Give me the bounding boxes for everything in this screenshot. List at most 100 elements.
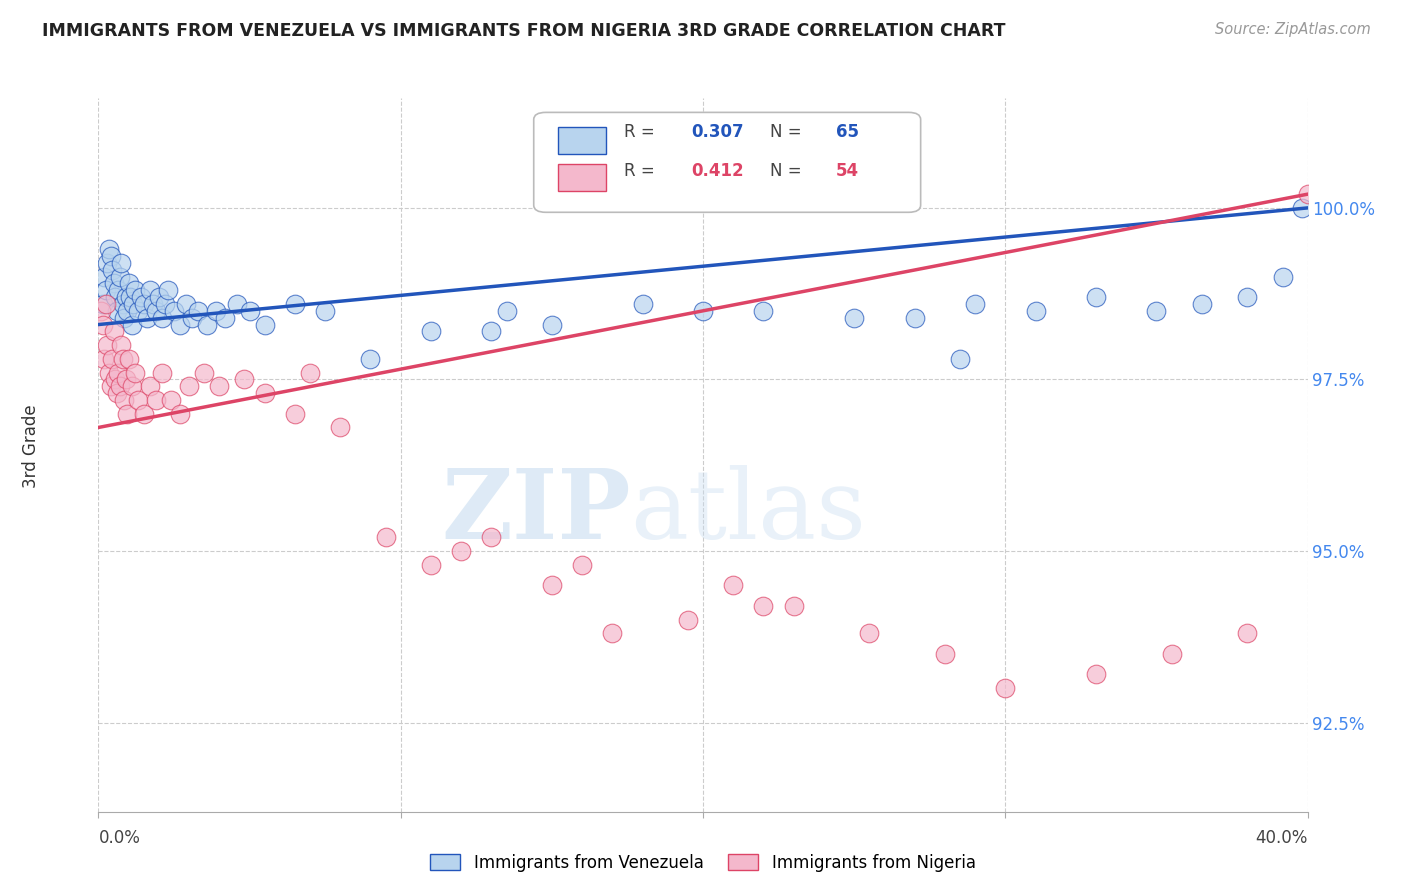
Point — [782, 599, 804, 613]
Point — [179, 379, 201, 393]
Point — [90, 303, 112, 318]
Point — [94, 297, 117, 311]
Point — [193, 366, 215, 380]
Point — [150, 310, 173, 325]
Point — [104, 290, 127, 304]
Point — [108, 379, 131, 393]
Point — [91, 297, 114, 311]
Point — [132, 297, 155, 311]
Point — [844, 310, 866, 325]
Point — [115, 407, 138, 421]
Point — [1191, 297, 1213, 311]
Point — [1291, 201, 1313, 215]
Point — [148, 290, 170, 304]
Point — [127, 303, 149, 318]
Point — [1236, 626, 1258, 640]
Point — [163, 303, 186, 318]
Point — [450, 544, 472, 558]
Point — [420, 558, 443, 572]
Text: N =: N = — [769, 123, 807, 141]
Point — [1236, 290, 1258, 304]
Point — [98, 366, 121, 380]
Point — [94, 283, 117, 297]
Point — [111, 351, 134, 366]
Point — [602, 626, 624, 640]
Text: IMMIGRANTS FROM VENEZUELA VS IMMIGRANTS FROM NIGERIA 3RD GRADE CORRELATION CHART: IMMIGRANTS FROM VENEZUELA VS IMMIGRANTS … — [42, 22, 1005, 40]
Point — [91, 318, 114, 332]
Point — [299, 366, 322, 380]
Point — [253, 318, 276, 332]
Point — [114, 372, 136, 386]
Point — [93, 269, 115, 284]
Point — [232, 372, 254, 386]
Point — [107, 366, 129, 380]
Point — [239, 303, 262, 318]
Point — [374, 530, 396, 544]
Legend: Immigrants from Venezuela, Immigrants from Nigeria: Immigrants from Venezuela, Immigrants fr… — [423, 847, 983, 879]
Point — [1144, 303, 1167, 318]
FancyBboxPatch shape — [558, 164, 606, 191]
Point — [101, 351, 124, 366]
Point — [121, 318, 143, 332]
Point — [1085, 290, 1108, 304]
Point — [101, 262, 124, 277]
Point — [214, 310, 236, 325]
Point — [105, 303, 128, 318]
Point — [103, 325, 125, 339]
Point — [135, 310, 157, 325]
Point — [115, 303, 138, 318]
Text: ZIP: ZIP — [441, 465, 630, 559]
Point — [1024, 303, 1046, 318]
Point — [129, 290, 152, 304]
Point — [858, 626, 880, 640]
Point — [160, 392, 183, 407]
Point — [139, 379, 162, 393]
FancyBboxPatch shape — [558, 127, 606, 153]
Point — [571, 558, 593, 572]
Text: 54: 54 — [837, 162, 859, 180]
Point — [1296, 187, 1319, 202]
Point — [1160, 647, 1182, 661]
Point — [174, 297, 197, 311]
Point — [205, 303, 228, 318]
Point — [676, 613, 699, 627]
Point — [145, 392, 167, 407]
Point — [752, 599, 775, 613]
Point — [1085, 667, 1108, 681]
Point — [105, 386, 128, 401]
Point — [208, 379, 231, 393]
Point — [121, 379, 143, 393]
Point — [631, 297, 654, 311]
Point — [965, 297, 987, 311]
Text: 0.307: 0.307 — [690, 123, 744, 141]
Point — [142, 297, 165, 311]
FancyBboxPatch shape — [534, 112, 921, 212]
Point — [96, 338, 118, 352]
Text: R =: R = — [624, 123, 661, 141]
Point — [994, 681, 1017, 696]
Point — [284, 297, 307, 311]
Text: 65: 65 — [837, 123, 859, 141]
Point — [110, 338, 132, 352]
Point — [124, 366, 146, 380]
Point — [495, 303, 517, 318]
Text: Source: ZipAtlas.com: Source: ZipAtlas.com — [1215, 22, 1371, 37]
Text: 0.0%: 0.0% — [98, 829, 141, 847]
Point — [181, 310, 204, 325]
Point — [108, 269, 131, 284]
Point — [481, 530, 503, 544]
Point — [150, 366, 173, 380]
Point — [127, 392, 149, 407]
Point — [93, 351, 115, 366]
Point — [226, 297, 249, 311]
Point — [314, 303, 336, 318]
Point — [118, 351, 141, 366]
Point — [132, 407, 155, 421]
Text: atlas: atlas — [630, 465, 866, 559]
Point — [752, 303, 775, 318]
Point — [692, 303, 714, 318]
Point — [118, 277, 141, 291]
Point — [103, 277, 125, 291]
Point — [107, 283, 129, 297]
Point — [253, 386, 276, 401]
